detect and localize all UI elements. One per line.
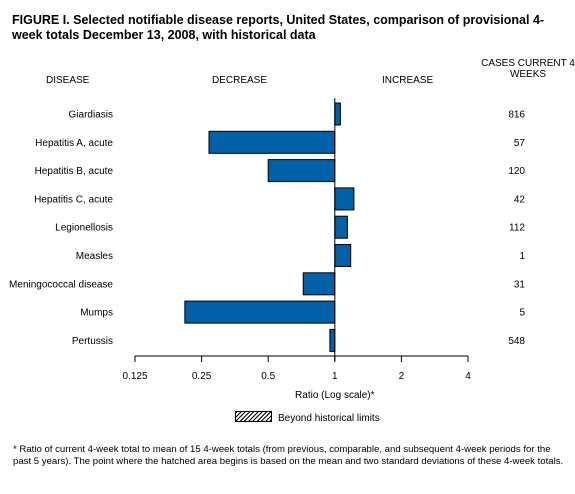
footnote: * Ratio of current 4-week total to mean …: [13, 444, 564, 467]
bar: [334, 215, 348, 239]
bar: [267, 159, 336, 183]
x-tick-label: 0.5: [261, 371, 275, 382]
increase-header: INCREASE: [382, 75, 434, 86]
hatched-legend-swatch: [235, 411, 272, 422]
bar: [334, 187, 355, 211]
cases-value: 57: [514, 138, 526, 149]
cases-value: 816: [508, 110, 525, 121]
bar: [208, 130, 336, 154]
x-tick-label: 2: [399, 371, 405, 382]
legend-label: Beyond historical limits: [278, 413, 380, 424]
bar: [302, 272, 336, 296]
category-label: Pertussis: [72, 336, 113, 347]
x-tick-label: 4: [465, 371, 471, 382]
bar: [184, 300, 336, 324]
x-tick-label: 0.125: [122, 371, 147, 382]
bar: [334, 102, 341, 126]
category-label: Meningococcal disease: [9, 279, 113, 290]
disease-column-header: DISEASE: [46, 75, 90, 86]
cases-value: 120: [508, 166, 525, 177]
category-label: Mumps: [80, 308, 113, 319]
decrease-header: DECREASE: [212, 75, 268, 86]
cases-value: 1: [519, 251, 525, 262]
x-axis-label: Ratio (Log scale)*: [295, 390, 375, 401]
category-label: Hepatitis C, acute: [34, 194, 113, 205]
cases-value: 112: [509, 223, 525, 234]
category-label: Legionellosis: [55, 223, 113, 234]
bar: [329, 328, 336, 352]
cases-value: 42: [514, 194, 526, 205]
x-tick-label: 1: [332, 371, 338, 382]
x-tick-label: 0.25: [192, 371, 212, 382]
cases-value: 31: [514, 279, 526, 290]
cases-value: 548: [508, 336, 525, 347]
cases-value: 5: [519, 308, 525, 319]
legend: Beyond historical limits: [235, 411, 380, 425]
category-label: Giardiasis: [69, 110, 113, 121]
figure-title: FIGURE I. Selected notifiable disease re…: [12, 13, 545, 42]
bar: [334, 244, 352, 267]
category-label: Hepatitis B, acute: [35, 166, 114, 177]
category-label: Measles: [76, 251, 113, 262]
category-label: Hepatitis A, acute: [35, 138, 113, 149]
cases-column-header: CASES CURRENT 4 WEEKS: [481, 58, 575, 80]
